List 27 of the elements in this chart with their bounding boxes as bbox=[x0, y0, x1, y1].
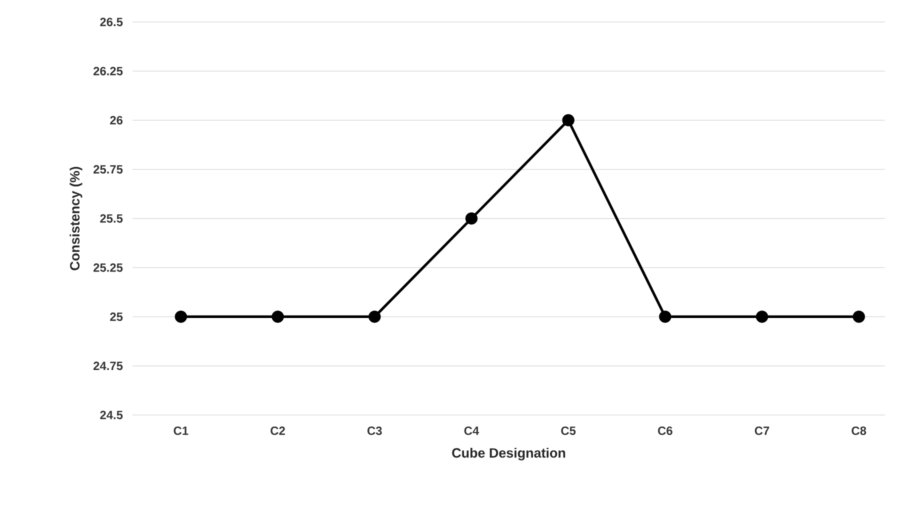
point bbox=[272, 310, 284, 323]
point bbox=[174, 310, 188, 323]
y-tick-label: 25.75 bbox=[93, 165, 123, 174]
y-axis-title: Consistency (%) bbox=[70, 166, 82, 270]
x-tick-label: C7 bbox=[754, 426, 770, 435]
y-tick-label: 24.5 bbox=[100, 410, 123, 420]
point bbox=[562, 114, 574, 126]
point bbox=[852, 310, 865, 323]
x-axis-title: Cube Designation bbox=[452, 448, 566, 460]
y-tick-label: 25.25 bbox=[93, 263, 123, 272]
y-tick-label: 24.75 bbox=[93, 362, 123, 370]
point bbox=[465, 212, 478, 225]
y-tick-label: 25.5 bbox=[100, 214, 123, 223]
point bbox=[756, 310, 768, 323]
y-tick-label: 25 bbox=[110, 312, 123, 321]
x-tick-label: C4 bbox=[464, 426, 480, 435]
x-tick-label: C8 bbox=[852, 426, 866, 435]
x-tick-label: C6 bbox=[658, 426, 672, 435]
x-tick-label: C5 bbox=[561, 426, 576, 435]
y-tick-label: 26 bbox=[110, 116, 123, 124]
x-tick-label: C3 bbox=[367, 426, 382, 435]
point bbox=[368, 310, 381, 323]
y-tick-label: 26.5 bbox=[100, 18, 123, 26]
x-tick-label: C1 bbox=[174, 426, 188, 435]
x-tick-label: C2 bbox=[270, 426, 285, 435]
y-tick-label: 26.25 bbox=[93, 66, 123, 76]
point bbox=[659, 310, 672, 323]
